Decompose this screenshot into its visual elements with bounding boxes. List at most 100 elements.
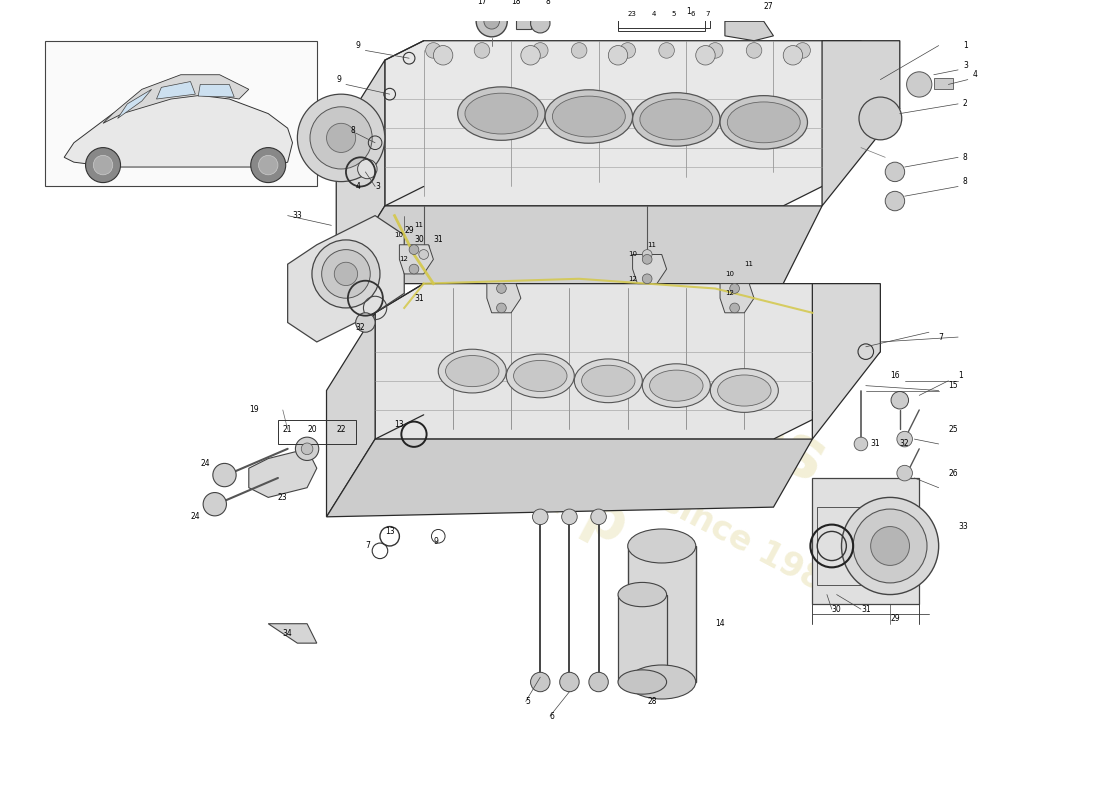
Ellipse shape [514,360,566,391]
Text: 26: 26 [948,469,958,478]
Text: 8: 8 [546,0,550,6]
Text: 10: 10 [725,271,734,277]
Text: 2: 2 [962,99,968,108]
Text: 8: 8 [962,177,968,186]
Circle shape [642,254,652,264]
Text: 17: 17 [477,0,487,6]
Circle shape [476,6,507,37]
Text: 9: 9 [433,537,438,546]
Circle shape [296,437,319,461]
Bar [618,594,667,682]
Ellipse shape [465,93,538,134]
Text: 25: 25 [948,425,958,434]
Text: 12: 12 [725,290,734,296]
Text: 31: 31 [861,605,870,614]
Ellipse shape [632,93,721,146]
Text: 19: 19 [249,406,258,414]
Circle shape [886,162,904,182]
Text: 18: 18 [512,0,520,6]
Circle shape [729,284,739,294]
Text: 29: 29 [890,614,900,623]
Polygon shape [64,94,293,167]
Text: arts since 1985: arts since 1985 [580,444,850,609]
Polygon shape [103,74,249,123]
Text: 5: 5 [671,11,675,18]
Circle shape [321,250,371,298]
Text: 13: 13 [385,527,395,536]
Text: 3: 3 [962,61,968,70]
Circle shape [297,94,385,182]
Polygon shape [399,245,433,274]
Circle shape [484,14,499,29]
Ellipse shape [717,375,771,406]
Circle shape [327,123,355,153]
Circle shape [433,46,453,65]
Circle shape [896,431,912,447]
Circle shape [695,46,715,65]
Circle shape [334,262,358,286]
Text: 4: 4 [355,182,361,191]
Bar [45,41,317,186]
Text: 23: 23 [278,493,287,502]
Text: europes: europes [515,282,838,498]
Text: 9: 9 [337,75,341,84]
Text: 11: 11 [745,262,754,267]
Text: 1: 1 [958,371,962,381]
Circle shape [886,191,904,210]
Circle shape [419,250,429,259]
Text: 30: 30 [832,605,842,614]
Text: 14: 14 [715,619,725,628]
Text: 31: 31 [870,439,880,449]
Text: 1: 1 [686,7,691,16]
Polygon shape [249,449,317,498]
Circle shape [896,466,912,481]
Text: 15: 15 [948,381,958,390]
Circle shape [212,463,236,486]
Text: 13: 13 [395,420,404,429]
Circle shape [891,391,909,409]
Circle shape [870,526,910,566]
Ellipse shape [552,96,625,137]
Text: 12: 12 [399,256,408,262]
Text: 11: 11 [647,242,657,248]
Text: 4: 4 [652,11,657,18]
Polygon shape [487,284,521,313]
Circle shape [532,42,548,58]
Circle shape [251,148,286,182]
Text: 10: 10 [395,232,404,238]
Circle shape [530,672,550,692]
Text: 7: 7 [938,333,944,342]
Text: 7: 7 [365,542,371,550]
Circle shape [729,303,739,313]
Circle shape [588,672,608,692]
Circle shape [530,14,550,33]
Polygon shape [375,284,880,439]
Ellipse shape [446,355,499,386]
Circle shape [795,42,811,58]
Circle shape [355,313,375,332]
Ellipse shape [642,364,711,407]
Ellipse shape [720,96,807,149]
Circle shape [204,493,227,516]
Text: 11: 11 [414,222,424,228]
Polygon shape [156,82,196,99]
Circle shape [301,443,312,454]
Circle shape [474,42,490,58]
Polygon shape [327,313,375,517]
Circle shape [746,42,762,58]
Bar [618,11,705,31]
Circle shape [842,498,938,594]
Text: 6: 6 [691,11,695,18]
Text: 31: 31 [414,294,424,302]
Polygon shape [327,439,812,517]
Circle shape [620,42,636,58]
Ellipse shape [574,359,642,402]
Circle shape [659,42,674,58]
Text: 34: 34 [283,629,293,638]
Circle shape [854,437,868,450]
Polygon shape [725,22,773,41]
Ellipse shape [640,99,713,140]
Text: 7: 7 [705,11,710,18]
Circle shape [608,46,628,65]
Bar [516,14,530,29]
